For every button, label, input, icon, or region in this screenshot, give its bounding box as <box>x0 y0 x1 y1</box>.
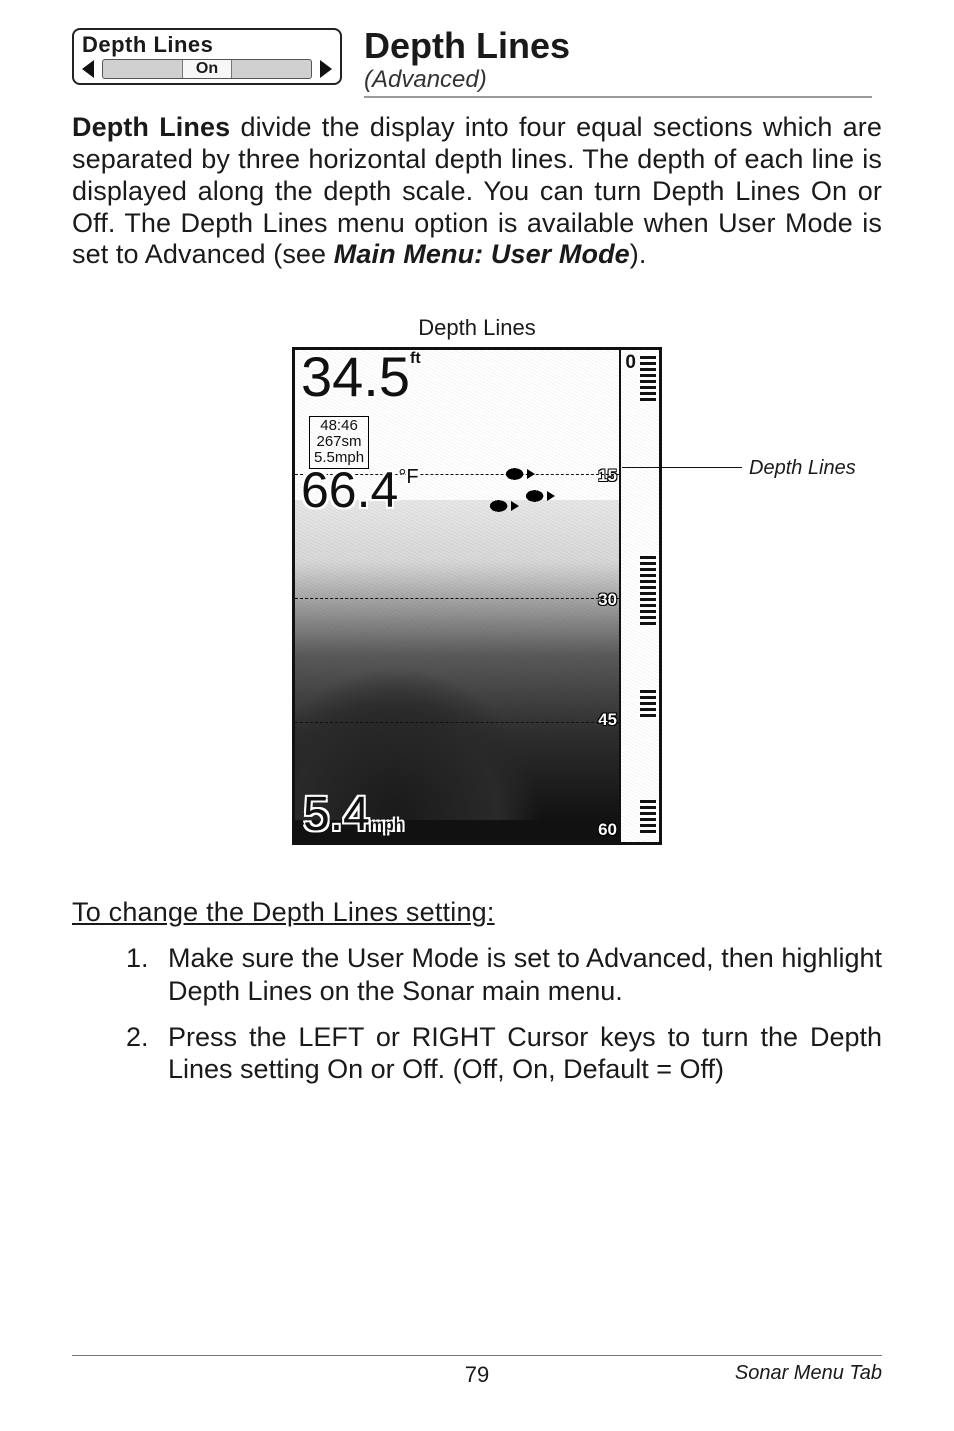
scale-tick-15: 15 <box>598 466 617 486</box>
callout-label: Depth Lines <box>749 457 856 480</box>
page-footer: 79 Sonar Menu Tab <box>72 1355 882 1385</box>
readout-depth: 34.5ft <box>301 352 421 402</box>
readout-speed: 5.4mph <box>303 793 404 836</box>
depth-line <box>295 598 619 599</box>
menu-widget-title: Depth Lines <box>80 32 334 59</box>
body-text-2: ). <box>630 239 647 269</box>
readout-temp: 66.4°F <box>301 468 419 513</box>
fish-icon <box>505 468 529 480</box>
section-title: Depth Lines <box>364 28 882 64</box>
body-ref: Main Menu: User Mode <box>334 239 630 269</box>
procedure-steps: Make sure the User Mode is set to Advanc… <box>72 942 882 1086</box>
readout-depth-unit: ft <box>410 350 421 367</box>
arrow-left-icon <box>82 60 94 78</box>
body-lead: Depth Lines <box>72 112 230 142</box>
depth-line <box>295 722 619 723</box>
menu-widget-track: On <box>102 59 312 79</box>
menu-widget-value: On <box>196 60 218 78</box>
figure-caption: Depth Lines <box>72 315 882 341</box>
readout-distance: 267sm <box>314 434 364 450</box>
callout-line <box>622 467 742 468</box>
readout-speed-value: 5.4 <box>303 788 370 841</box>
readout-time: 48:46 <box>314 418 364 434</box>
depth-lines-menu-widget: Depth Lines On <box>72 28 342 85</box>
figure: Depth Lines 0 15 30 45 60 34.5ft 48:46 2… <box>72 315 882 845</box>
readout-speed-unit: mph <box>370 817 404 834</box>
section-subtitle: (Advanced) <box>364 66 872 98</box>
arrow-right-icon <box>320 60 332 78</box>
sonar-screenshot: 0 15 30 45 60 34.5ft 48:46 267sm 5.5mph … <box>292 347 662 845</box>
readout-temp-value: 66.4 <box>301 462 398 518</box>
scale-tick-0: 0 <box>625 352 636 374</box>
readout-temp-unit: °F <box>398 466 418 488</box>
body-paragraph: Depth Lines divide the display into four… <box>72 112 882 271</box>
fish-icon <box>525 490 549 502</box>
procedure-heading: To change the Depth Lines setting: <box>72 897 882 928</box>
readout-trip: 48:46 267sm 5.5mph <box>309 416 369 468</box>
procedure-step: Make sure the User Mode is set to Advanc… <box>156 942 882 1007</box>
scale-tick-45: 45 <box>598 710 617 730</box>
scale-tick-30: 30 <box>598 590 617 610</box>
readout-depth-value: 34.5 <box>301 347 410 408</box>
fish-icon <box>489 500 513 512</box>
depth-scale <box>619 350 659 842</box>
scale-tick-60: 60 <box>598 820 617 840</box>
page-number: 79 <box>465 1362 489 1388</box>
footer-section: Sonar Menu Tab <box>735 1362 882 1385</box>
procedure-step: Press the LEFT or RIGHT Cursor keys to t… <box>156 1021 882 1086</box>
